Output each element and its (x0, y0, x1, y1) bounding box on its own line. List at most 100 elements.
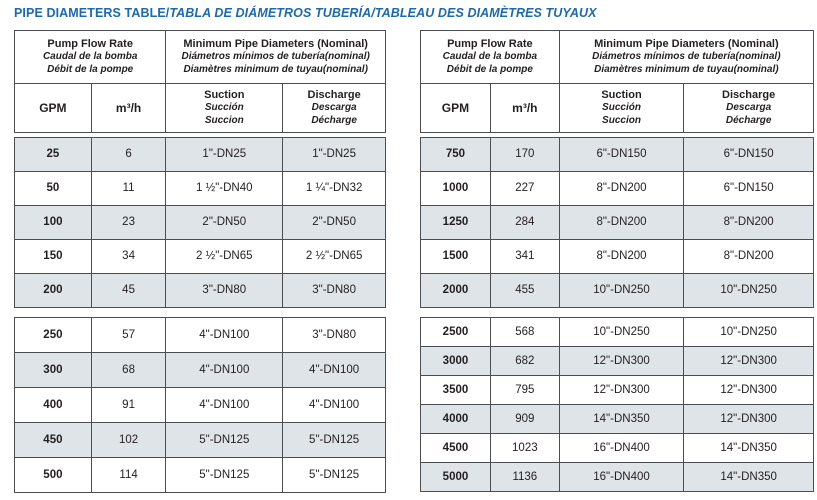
suction-label-en: Suction (204, 88, 245, 101)
page-title-en: PIPE DIAMETERS TABLE/ (14, 6, 170, 20)
gpm-cell: 4500 (420, 433, 491, 463)
m3h-header-cell: m³/h (90, 83, 167, 133)
gpm-cell: 200 (14, 273, 92, 308)
gpm-cell: 100 (14, 205, 92, 240)
suction-header-cell: Suction Succión Succion (165, 83, 284, 133)
gpm-cell: 1000 (420, 171, 491, 206)
right-table-header: Pump Flow Rate Caudal de la bomba Débit … (420, 30, 815, 133)
page-title: PIPE DIAMETERS TABLE/TABLA DE DIÁMETROS … (14, 6, 597, 20)
m3h-cell: 102 (90, 422, 167, 458)
suction-cell: 16"-DN400 (558, 462, 685, 492)
discharge-cell: 12"-DN300 (683, 346, 814, 376)
suction-cell: 8"-DN200 (558, 171, 685, 206)
discharge-label-fr: Décharge (725, 114, 772, 126)
suction-cell: 8"-DN200 (558, 205, 685, 240)
suction-cell: 2 ½"-DN65 (165, 239, 284, 274)
flow-label-fr: Débit de la pompe (47, 63, 134, 75)
header-flow-cell: Pump Flow Rate Caudal de la bomba Débit … (420, 30, 560, 84)
suction-cell: 4"-DN100 (165, 317, 284, 353)
m3h-cell: 909 (489, 404, 560, 434)
discharge-cell: 12"-DN300 (683, 404, 814, 434)
discharge-cell: 4"-DN100 (282, 387, 386, 423)
m3h-cell: 284 (489, 205, 560, 240)
discharge-cell: 10"-DN250 (683, 317, 814, 347)
m3h-cell: 1023 (489, 433, 560, 463)
gpm-cell: 50 (14, 171, 92, 206)
suction-cell: 1 ½"-DN40 (165, 171, 284, 206)
suction-cell: 4"-DN100 (165, 352, 284, 388)
right-data-block-1: 750 170 6"-DN150 6"-DN150 1000 227 8"-DN200 6"-… (420, 137, 814, 308)
suction-label-en: Suction (601, 88, 642, 101)
gpm-cell: 25 (14, 137, 92, 172)
m3h-cell: 341 (489, 239, 560, 274)
left-data-block-2: 250 57 4"-DN100 3"-DN80 300 68 4"-DN100 4"-DN10… (14, 317, 386, 493)
suction-cell: 16"-DN400 (558, 433, 685, 463)
suction-label-fr: Succion (204, 114, 244, 126)
gpm-cell: 150 (14, 239, 92, 274)
discharge-cell: 14"-DN350 (683, 462, 814, 492)
gpm-cell: 500 (14, 457, 92, 493)
discharge-header-cell: Discharge Descarga Décharge (282, 83, 386, 133)
suction-cell: 3"-DN80 (165, 273, 284, 308)
gpm-cell: 1250 (420, 205, 491, 240)
table-row: 2000 455 10"-DN250 10"-DN250 (420, 273, 814, 308)
discharge-cell: 4"-DN100 (282, 352, 386, 388)
header-flow-cell: Pump Flow Rate Caudal de la bomba Débit … (13, 30, 167, 84)
suction-cell: 14"-DN350 (558, 404, 685, 434)
suction-cell: 10"-DN250 (558, 273, 685, 308)
discharge-header-cell: Discharge Descarga Décharge (683, 83, 814, 133)
table-row: 25 6 1"-DN25 1"-DN25 (14, 137, 386, 172)
table-row: 4500 1023 16"-DN400 14"-DN350 (420, 433, 814, 463)
gpm-header-cell: GPM (14, 83, 92, 133)
gpm-cell: 4000 (420, 404, 491, 434)
table-row: 3500 795 12"-DN300 12"-DN300 (420, 375, 814, 405)
table-row: 3000 682 12"-DN300 12"-DN300 (420, 346, 814, 376)
discharge-cell: 2"-DN50 (282, 205, 386, 240)
table-row: 250 57 4"-DN100 3"-DN80 (14, 317, 386, 353)
suction-cell: 5"-DN125 (165, 457, 284, 493)
discharge-label-es: Descarga (726, 102, 772, 114)
discharge-cell: 1 ¼"-DN32 (282, 171, 386, 206)
m3h-cell: 91 (90, 387, 167, 423)
table-row: 1250 284 8"-DN200 8"-DN200 (420, 205, 814, 240)
suction-cell: 8"-DN200 (558, 239, 685, 274)
suction-cell: 12"-DN300 (558, 346, 685, 376)
left-table-header: Pump Flow Rate Caudal de la bomba Débit … (13, 30, 386, 133)
table-row: 4000 909 14"-DN350 12"-DN300 (420, 404, 814, 434)
discharge-label-fr: Décharge (311, 114, 357, 126)
gpm-header-cell: GPM (420, 83, 491, 133)
discharge-cell: 5"-DN125 (282, 457, 386, 493)
discharge-cell: 8"-DN200 (683, 205, 814, 240)
discharge-cell: 5"-DN125 (282, 422, 386, 458)
table-row: 100 23 2"-DN50 2"-DN50 (14, 205, 386, 240)
gpm-cell: 250 (14, 317, 92, 353)
suction-label-es: Succión (602, 102, 641, 114)
m3h-cell: 57 (90, 317, 167, 353)
flow-label-es: Caudal de la bomba (442, 51, 538, 63)
gpm-cell: 400 (14, 387, 92, 423)
m3h-cell: 227 (489, 171, 560, 206)
discharge-cell: 3"-DN80 (282, 273, 386, 308)
suction-label-es: Succión (204, 102, 244, 114)
suction-cell: 10"-DN250 (558, 317, 685, 347)
flow-label-fr: Débit de la pompe (446, 63, 533, 75)
discharge-cell: 10"-DN250 (683, 273, 814, 308)
m3h-cell: 114 (90, 457, 167, 493)
m3h-cell: 795 (489, 375, 560, 405)
table-row: 50 11 1 ½"-DN40 1 ¼"-DN32 (14, 171, 386, 206)
m3h-cell: 170 (489, 137, 560, 172)
discharge-label-en: Discharge (307, 88, 361, 101)
m3h-header-cell: m³/h (489, 83, 560, 133)
table-row: 200 45 3"-DN80 3"-DN80 (14, 273, 386, 308)
m3h-cell: 568 (489, 317, 560, 347)
gpm-cell: 750 (420, 137, 491, 172)
suction-cell: 4"-DN100 (165, 387, 284, 423)
gpm-cell: 3000 (420, 346, 491, 376)
table-row: 1000 227 8"-DN200 6"-DN150 (420, 171, 814, 206)
gpm-cell: 3500 (420, 375, 491, 405)
discharge-cell: 6"-DN150 (683, 137, 814, 172)
gpm-cell: 5000 (420, 462, 491, 492)
m3h-cell: 455 (489, 273, 560, 308)
m3h-cell: 68 (90, 352, 167, 388)
diameters-label-fr: Diamètres minimum de tuyau(nominal) (183, 63, 368, 75)
